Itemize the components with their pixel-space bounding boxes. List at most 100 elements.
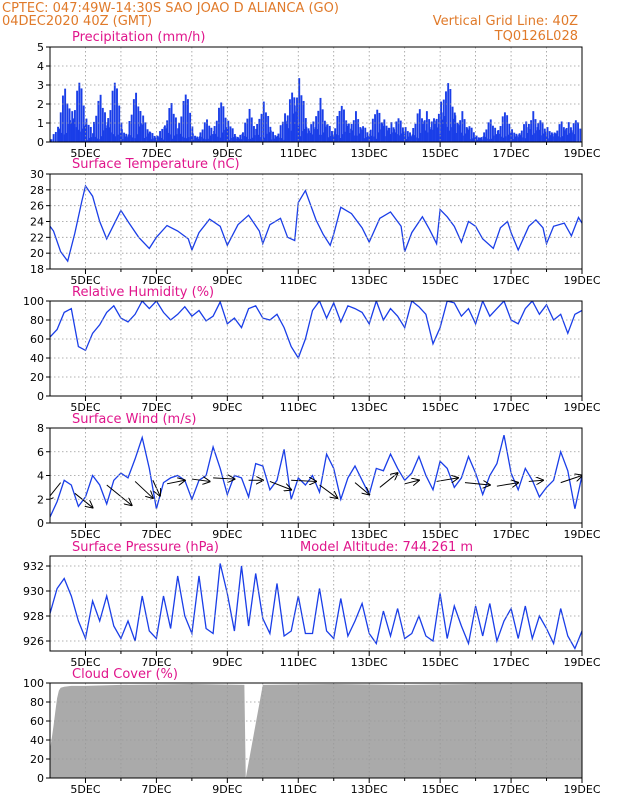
wind-vector: [166, 480, 185, 484]
precip-bar: [284, 122, 287, 142]
x-tick-label: 13DEC: [351, 274, 388, 287]
y-tick-label: 40: [30, 734, 44, 747]
precip-bar: [362, 138, 365, 142]
precip-bar: [149, 132, 152, 142]
precip-bar: [367, 136, 369, 142]
precip-bar: [418, 109, 421, 142]
precip-bar: [303, 128, 306, 142]
x-tick-label: 15DEC: [422, 401, 459, 414]
precip-bar: [215, 120, 218, 142]
precip-bar: [308, 130, 310, 142]
precip-bar: [253, 126, 255, 142]
precip-bar: [409, 135, 412, 142]
panel-frame: [49, 682, 583, 779]
precip-bar: [426, 132, 429, 142]
precip-bar: [447, 83, 450, 142]
precip-bar: [491, 125, 494, 142]
precip-bar: [166, 120, 169, 142]
precip-bar: [327, 137, 330, 142]
precip-bar: [220, 132, 223, 142]
precip-bar: [118, 133, 121, 142]
wind-vector: [191, 479, 210, 481]
precip-bar: [471, 138, 474, 142]
y-tick-label: 928: [23, 610, 44, 623]
precip-bar: [230, 137, 232, 142]
precip-bar: [399, 120, 402, 142]
wind-vector: [560, 476, 582, 484]
precip-bar: [242, 132, 244, 142]
precip-bar: [149, 139, 152, 142]
precip-bar: [232, 137, 235, 142]
precip-bar: [470, 127, 473, 142]
panel-frame: [49, 300, 583, 397]
wind-vector: [404, 480, 419, 484]
precip-bar: [199, 132, 202, 142]
precip-bar: [137, 126, 140, 142]
precip-bar: [497, 130, 500, 142]
precip-bar: [490, 138, 493, 142]
wind-vector: [152, 480, 160, 495]
precip-bar: [125, 135, 128, 142]
precip-bar: [185, 138, 188, 142]
precip-bar: [300, 95, 303, 142]
precip-bar: [296, 97, 298, 142]
y-tick-label: 4: [37, 60, 44, 73]
precip-bar: [128, 121, 131, 142]
precip-bar: [452, 118, 455, 142]
x-tick-label: 11DEC: [280, 528, 317, 541]
precip-bar: [163, 125, 166, 142]
precip-bar: [293, 105, 296, 142]
precip-bar: [64, 132, 67, 142]
y-tick-label: 22: [30, 231, 44, 244]
precip-bar: [376, 109, 379, 142]
precip-bar: [121, 139, 124, 142]
precip-bar: [272, 138, 275, 142]
precip-bar: [322, 132, 325, 142]
precip-bar: [511, 129, 513, 142]
precip-bar: [508, 123, 511, 142]
precip-bar: [435, 118, 438, 142]
y-tick-label: 60: [30, 333, 44, 346]
precip-bar: [447, 130, 450, 142]
precip-bar: [324, 126, 327, 142]
precip-bar: [437, 113, 440, 142]
precip-bar: [425, 111, 428, 142]
precip-bar: [159, 131, 161, 142]
header: CPTEC: 047:49W-14:30S SAO JOAO D ALIANCA…: [2, 1, 578, 44]
x-tick-label: 5DEC: [70, 147, 100, 160]
precip-bar: [73, 110, 76, 142]
x-tick-label: 15DEC: [422, 656, 459, 669]
panel-frame: [49, 46, 583, 143]
y-tick-label: 0: [37, 136, 44, 149]
precip-bar: [492, 135, 495, 142]
precip-bar: [430, 121, 433, 142]
precip-bar: [147, 133, 150, 142]
x-tick-label: 9DEC: [212, 274, 242, 287]
precip-bar: [161, 128, 164, 142]
x-tick-label: 19DEC: [563, 401, 600, 414]
y-tick-label: 24: [30, 216, 44, 229]
panel-title: Surface Pressure (hPa): [72, 540, 219, 555]
precip-bar: [206, 119, 208, 142]
precip-bar: [225, 127, 228, 142]
precip-bar: [286, 115, 289, 142]
y-tick-label: 3: [37, 79, 44, 92]
precip-bar: [227, 120, 230, 142]
precip-bar: [201, 129, 204, 142]
x-tick-label: 13DEC: [351, 401, 388, 414]
precip-bar: [81, 128, 83, 142]
precip-bar: [203, 122, 206, 142]
precip-bar: [277, 133, 280, 142]
x-tick-label: 19DEC: [563, 274, 600, 287]
precip-bar: [123, 136, 126, 142]
precip-bar: [194, 137, 197, 142]
plot-area: [50, 683, 582, 778]
precip-bar: [256, 123, 259, 142]
precip-bar: [551, 133, 554, 142]
precip-bar: [530, 120, 533, 142]
pressure-line: [50, 563, 582, 650]
x-tick-label: 17DEC: [493, 147, 530, 160]
precip-bar: [187, 137, 190, 142]
y-tick-label: 100: [23, 677, 44, 690]
precip-bar: [478, 137, 481, 142]
